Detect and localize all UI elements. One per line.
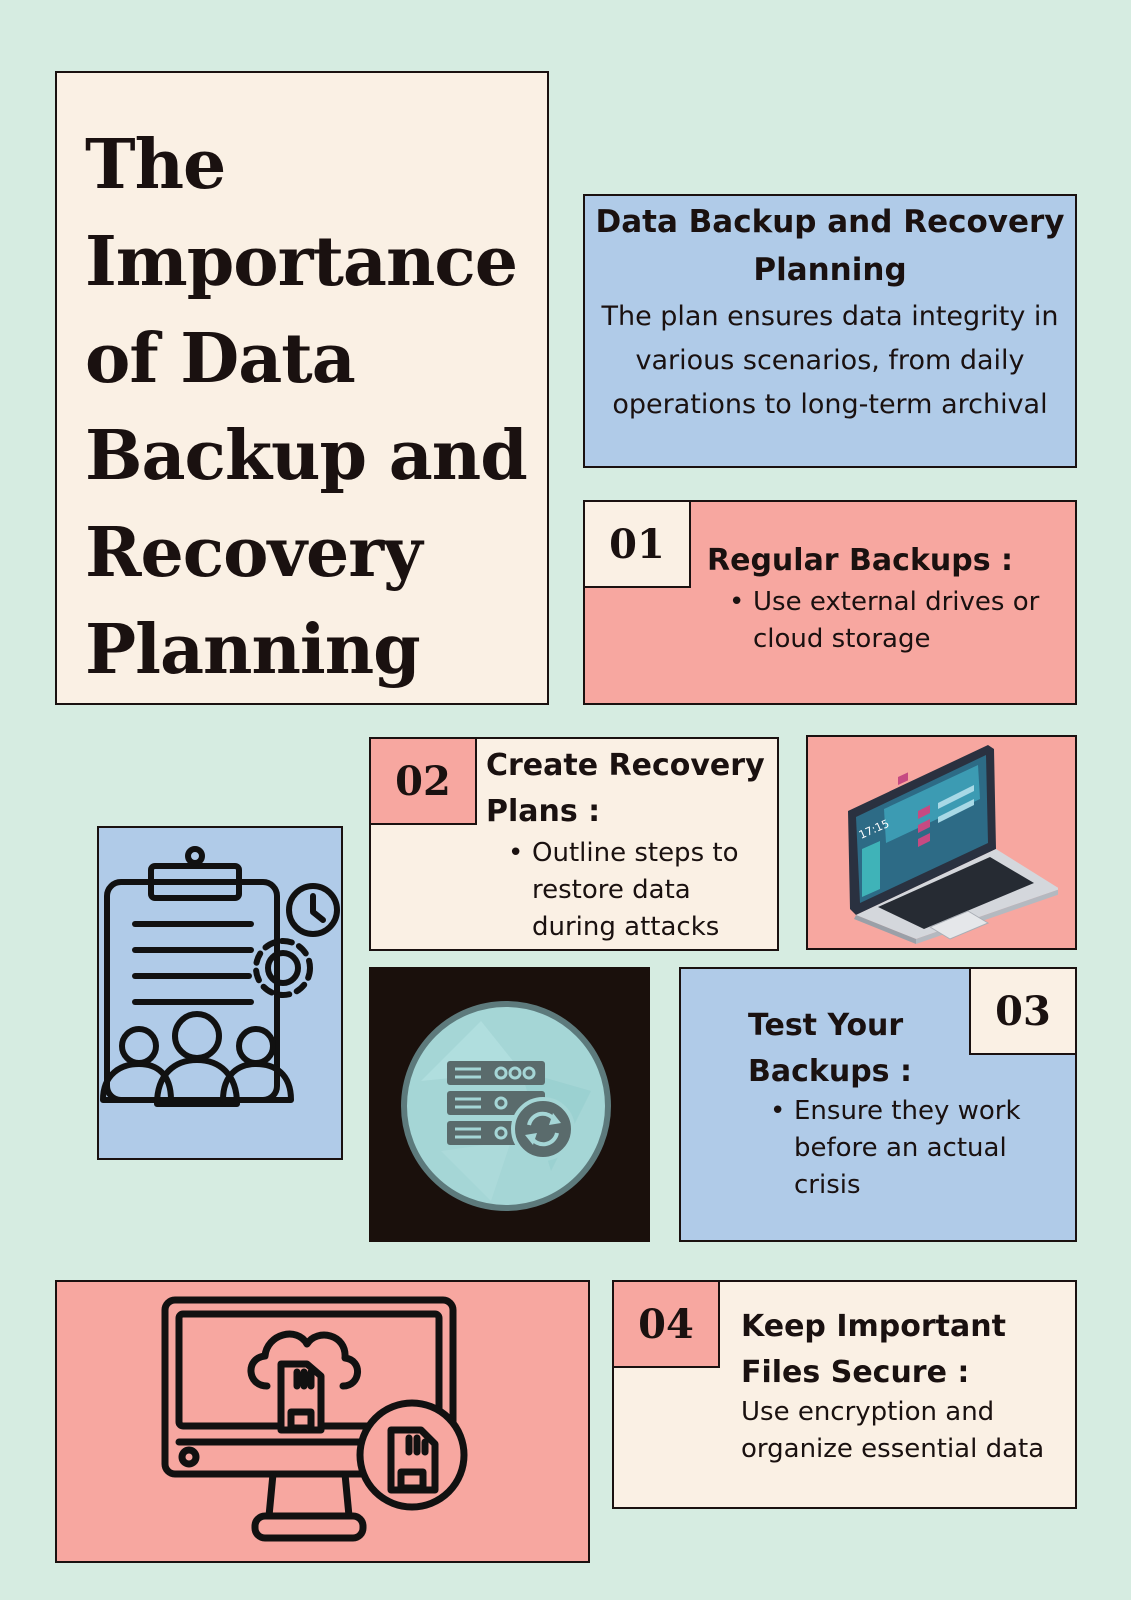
- monitor-cloud-sd-card-icon: [161, 1296, 468, 1542]
- step-02-heading: Create Recovery Plans :: [486, 748, 765, 829]
- title-line: Backup and: [85, 416, 528, 496]
- step-01-number: 01: [583, 500, 691, 588]
- step-01-card: Regular Backups : Use external drives or…: [583, 500, 1077, 705]
- monitor-card: [55, 1280, 590, 1563]
- step-04-number: 04: [612, 1280, 720, 1368]
- step-01-bullets: Use external drives or cloud storage: [729, 584, 1053, 658]
- page-title: The Importance of Data Backup and Recove…: [85, 117, 528, 699]
- title-line: Importance: [85, 222, 518, 302]
- bullet-item: Ensure they work before an actual crisis: [770, 1093, 1024, 1204]
- title-card: The Importance of Data Backup and Recove…: [55, 71, 549, 705]
- step-02-bullets: Outline steps to restore data during att…: [508, 835, 762, 946]
- clipboard-card: [97, 826, 343, 1160]
- bullet-item: Outline steps to restore data during att…: [508, 835, 762, 946]
- server-card: [369, 967, 650, 1242]
- intro-card: Data Backup and Recovery Planning The pl…: [583, 194, 1077, 468]
- step-02-number: 02: [369, 737, 477, 825]
- step-03-heading: Test Your Backups :: [748, 1008, 912, 1089]
- clipboard-team-gear-clock-icon: [100, 846, 340, 1107]
- step-04-text: Use encryption and organize essential da…: [741, 1397, 1045, 1464]
- laptop-dashboard-icon: 17:15: [848, 745, 1058, 944]
- title-line: Planning: [85, 610, 421, 690]
- step-04-heading: Keep Important Files Secure :: [741, 1309, 1006, 1390]
- server-sync-icon: [401, 1001, 611, 1211]
- laptop-card: 17:15: [806, 735, 1077, 950]
- title-line: of Data: [85, 319, 356, 399]
- intro-heading: Data Backup and Recovery Planning: [595, 204, 1065, 288]
- step-01-heading: Regular Backups :: [707, 543, 1014, 578]
- title-line: Recovery: [85, 513, 423, 593]
- step-03-bullets: Ensure they work before an actual crisis: [770, 1093, 1024, 1204]
- bullet-item: Use external drives or cloud storage: [729, 584, 1053, 658]
- title-line: The: [85, 125, 226, 205]
- step-03-number: 03: [969, 967, 1077, 1055]
- intro-text: The plan ensures data integrity in vario…: [601, 301, 1059, 420]
